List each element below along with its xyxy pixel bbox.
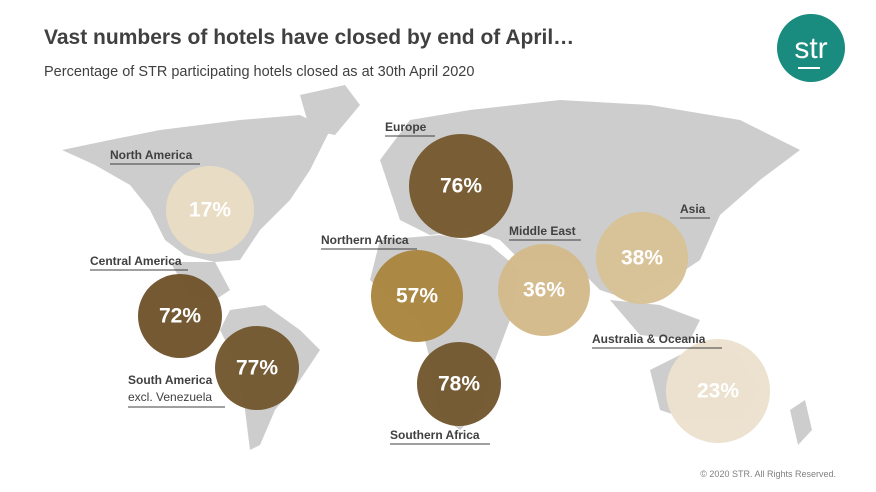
region-label: Australia & Oceania <box>592 332 706 346</box>
subtitle: Percentage of STR participating hotels c… <box>44 64 474 80</box>
bubble <box>666 339 770 443</box>
logo: str <box>794 32 827 65</box>
bubble <box>498 244 590 336</box>
bubble <box>371 250 463 342</box>
bubble-value: 17% <box>189 199 231 222</box>
region-label: Middle East <box>509 224 576 238</box>
region-label: North America <box>110 148 193 162</box>
region-label: Northern Africa <box>321 233 409 247</box>
bubble <box>138 274 222 358</box>
copyright: © 2020 STR. All Rights Reserved. <box>700 469 836 479</box>
bubble-value: 78% <box>438 373 480 396</box>
bubble-value: 57% <box>396 285 438 308</box>
region-label: Asia <box>680 202 706 216</box>
bubble-value: 23% <box>697 380 739 403</box>
bubble-value: 38% <box>621 247 663 270</box>
logo-badge <box>777 14 845 82</box>
region-label: South America <box>128 373 213 387</box>
annotation: excl. Venezuela <box>128 390 212 404</box>
bubble-value: 72% <box>159 305 201 328</box>
region-label: Central America <box>90 254 182 268</box>
bubble <box>409 134 513 238</box>
bubble-value: 77% <box>236 357 278 380</box>
bubble <box>596 212 688 304</box>
bubble-value: 76% <box>440 175 482 198</box>
bubble <box>215 326 299 410</box>
title: Vast numbers of hotels have closed by en… <box>44 26 574 49</box>
bubble <box>166 166 254 254</box>
bubble-value: 36% <box>523 279 565 302</box>
bubble <box>417 342 501 426</box>
region-label: Southern Africa <box>390 428 480 442</box>
region-label: Europe <box>385 120 427 134</box>
